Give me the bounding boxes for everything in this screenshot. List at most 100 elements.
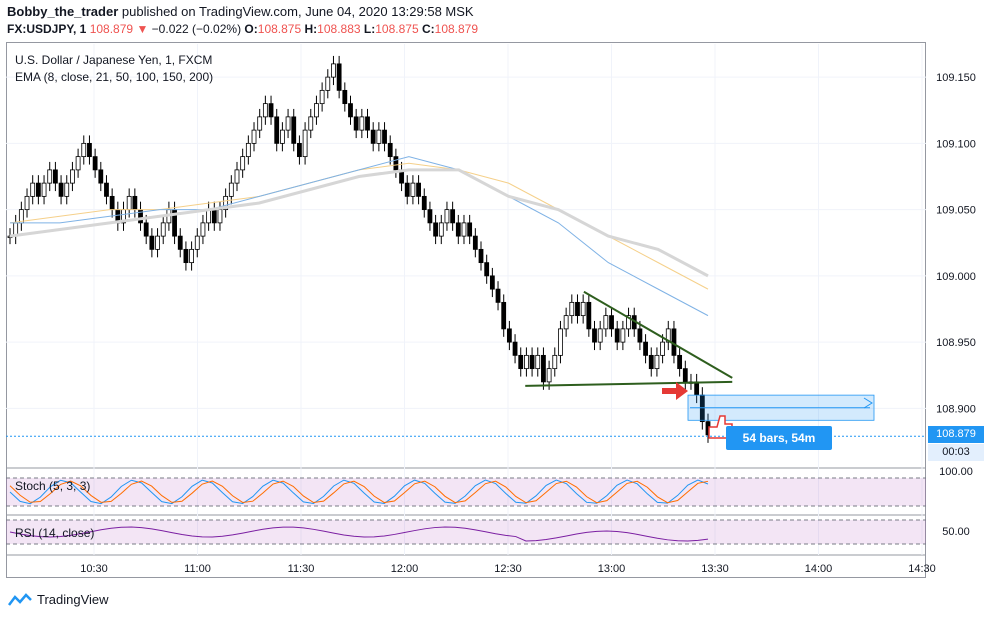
author-name[interactable]: Bobby_the_trader — [7, 4, 119, 19]
candle — [614, 328, 620, 343]
candle — [489, 275, 495, 290]
candle — [291, 116, 297, 144]
candle — [382, 129, 387, 144]
publish-info: published on TradingView.com, June 04, 2… — [121, 4, 474, 19]
x-tick-label: 10:30 — [80, 563, 108, 575]
y-tick-label: 109.150 — [936, 72, 976, 84]
candle — [211, 209, 217, 224]
chart-frame[interactable] — [6, 42, 926, 578]
candle — [563, 315, 569, 330]
x-tick-label: 14:30 — [908, 563, 936, 575]
candle — [336, 63, 342, 91]
x-tick-label: 11:00 — [184, 563, 211, 575]
ema-legend[interactable]: EMA (8, close, 21, 50, 100, 150, 200) — [15, 70, 214, 84]
candle — [643, 341, 648, 356]
candle — [297, 142, 302, 158]
candle — [58, 182, 64, 197]
candle — [586, 301, 592, 330]
candle — [518, 354, 524, 370]
close-value: 108.879 — [434, 22, 479, 36]
candle — [427, 209, 433, 224]
tradingview-icon — [8, 592, 32, 606]
x-tick-label: 13:00 — [598, 563, 626, 575]
candle — [370, 129, 376, 144]
trendline — [525, 380, 733, 387]
candle — [257, 116, 263, 131]
candle — [234, 169, 240, 184]
stoch-legend[interactable]: Stoch (5, 3, 3) — [15, 479, 91, 493]
candle — [285, 116, 291, 131]
candle — [98, 169, 104, 184]
candle — [603, 315, 609, 330]
candle — [109, 195, 115, 211]
candle — [194, 235, 200, 250]
candle — [654, 354, 660, 370]
candle — [348, 103, 353, 118]
candle — [433, 222, 439, 237]
rsi-axis-label: 50.00 — [942, 526, 970, 538]
candle — [132, 195, 138, 211]
tradingview-logo[interactable]: TradingView — [8, 592, 109, 607]
candle — [314, 103, 319, 118]
low-value: 108.875 — [375, 22, 419, 36]
candle — [240, 156, 246, 171]
close-label: C: — [421, 22, 435, 36]
candle — [552, 354, 558, 370]
down-triangle-icon: ▼ — [136, 22, 149, 36]
change-value: −0.022 (−0.02%) — [151, 22, 242, 36]
candle — [484, 262, 490, 277]
candle — [648, 354, 654, 370]
candle — [177, 235, 183, 250]
candle — [30, 182, 36, 197]
candle — [200, 222, 206, 237]
candle — [416, 182, 421, 197]
trendline — [583, 290, 733, 379]
symbol-label: FX:USDJPY, 1 — [7, 22, 87, 36]
candle — [609, 315, 614, 330]
candle — [404, 182, 410, 197]
candle — [512, 341, 518, 356]
candle — [75, 156, 81, 171]
candle — [160, 222, 166, 237]
candle — [461, 222, 467, 237]
candle — [35, 182, 41, 197]
candle — [626, 315, 631, 330]
y-tick-label: 109.050 — [936, 205, 976, 217]
y-tick-label: 109.000 — [936, 271, 976, 283]
rsi-line — [9, 526, 709, 542]
candle — [183, 248, 189, 264]
candle — [245, 142, 251, 158]
candle — [438, 222, 444, 237]
candle — [228, 182, 234, 197]
high-value: 108.883 — [317, 22, 361, 36]
candle — [455, 222, 461, 237]
y-tick-label: 109.100 — [936, 138, 976, 150]
open-label: O: — [244, 22, 258, 36]
x-tick-label: 14:00 — [805, 563, 833, 575]
candle — [637, 328, 643, 343]
high-label: H: — [304, 22, 318, 36]
candle — [342, 89, 348, 105]
candle — [694, 381, 700, 396]
candle — [92, 156, 98, 171]
current-price-badge: 108.879 — [928, 426, 984, 443]
candle — [251, 129, 257, 144]
candle — [665, 328, 671, 343]
candle — [535, 354, 541, 370]
pane-title: U.S. Dollar / Japanese Yen, 1, FXCM — [15, 53, 213, 67]
candle — [376, 129, 382, 144]
y-tick-label: 108.900 — [936, 403, 976, 415]
candle — [206, 209, 212, 224]
y-tick-label: 108.950 — [936, 337, 976, 349]
bar-countdown: 00:03 — [928, 444, 984, 461]
candle — [478, 248, 484, 264]
candle — [223, 195, 229, 211]
x-tick-label: 12:00 — [391, 563, 419, 575]
measure-label[interactable]: 54 bars, 54m — [726, 426, 832, 450]
rsi-legend[interactable]: RSI (14, close) — [15, 526, 95, 540]
candle — [529, 354, 535, 370]
candle — [64, 182, 70, 197]
candle — [52, 169, 58, 184]
candle — [268, 103, 274, 118]
